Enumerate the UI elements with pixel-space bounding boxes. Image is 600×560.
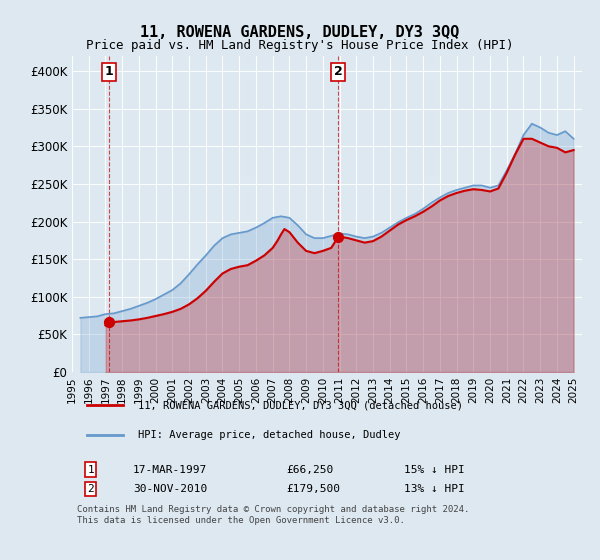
Text: 15% ↓ HPI: 15% ↓ HPI [404, 465, 464, 475]
Text: 17-MAR-1997: 17-MAR-1997 [133, 465, 208, 475]
Text: HPI: Average price, detached house, Dudley: HPI: Average price, detached house, Dudl… [139, 430, 401, 440]
Text: 2: 2 [334, 66, 343, 78]
Point [334, 232, 343, 241]
Text: 1: 1 [104, 66, 113, 78]
Text: 2: 2 [88, 484, 94, 494]
Text: 11, ROWENA GARDENS, DUDLEY, DY3 3QQ (detached house): 11, ROWENA GARDENS, DUDLEY, DY3 3QQ (det… [139, 400, 463, 410]
Text: 13% ↓ HPI: 13% ↓ HPI [404, 484, 464, 494]
Text: 30-NOV-2010: 30-NOV-2010 [133, 484, 208, 494]
Text: Contains HM Land Registry data © Crown copyright and database right 2024.
This d: Contains HM Land Registry data © Crown c… [77, 505, 469, 525]
Text: Price paid vs. HM Land Registry's House Price Index (HPI): Price paid vs. HM Land Registry's House … [86, 39, 514, 52]
Text: £179,500: £179,500 [286, 484, 340, 494]
Text: 11, ROWENA GARDENS, DUDLEY, DY3 3QQ: 11, ROWENA GARDENS, DUDLEY, DY3 3QQ [140, 25, 460, 40]
Point [104, 318, 114, 326]
Text: 1: 1 [88, 465, 94, 475]
Text: £66,250: £66,250 [286, 465, 334, 475]
